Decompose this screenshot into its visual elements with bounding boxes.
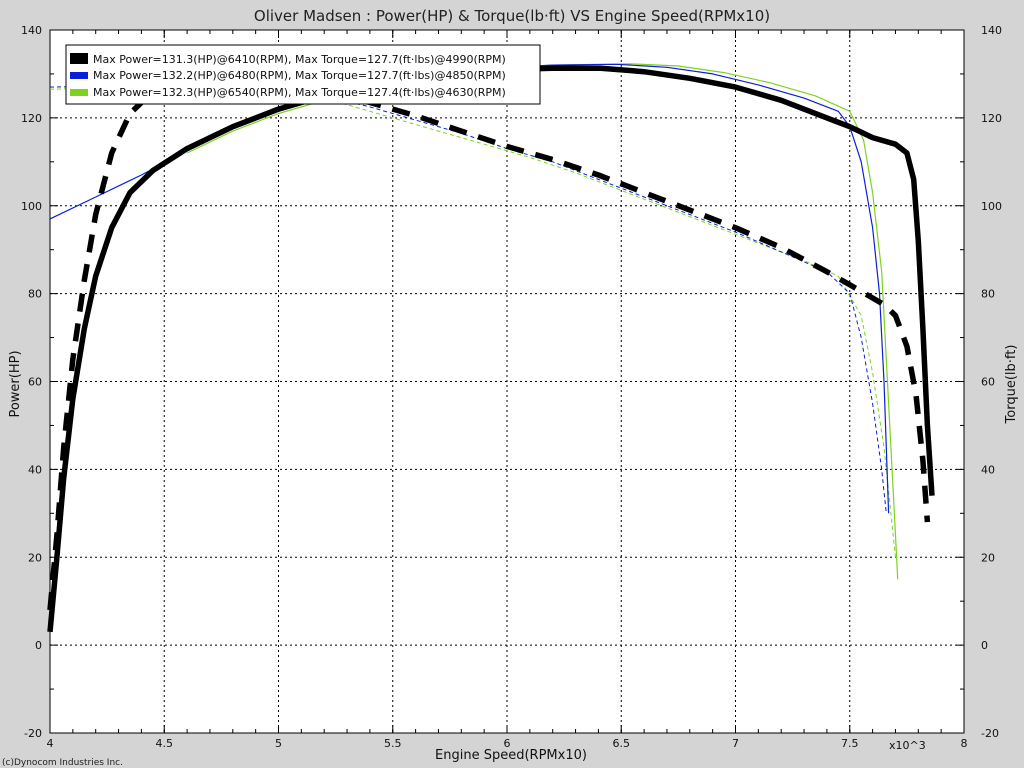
axis-ticks <box>49 29 965 734</box>
y-tick-label-right: 0 <box>981 639 988 652</box>
y-tick-label-right: 120 <box>981 112 1002 125</box>
y-tick-label-right: -20 <box>981 727 999 740</box>
chart-title: Oliver Madsen : Power(HP) & Torque(lb·ft… <box>254 7 770 25</box>
x-tick-label: 7 <box>732 737 739 750</box>
x-tick-label: 5.5 <box>384 737 402 750</box>
y-tick-label-left: 100 <box>21 200 42 213</box>
x-tick-label: 4 <box>47 737 54 750</box>
grid-lines <box>50 30 964 733</box>
x-tick-label: 6.5 <box>613 737 631 750</box>
y-tick-label-left: 60 <box>28 376 42 389</box>
series-3-torque-line <box>49 84 896 558</box>
y-tick-label-right: 80 <box>981 288 995 301</box>
y-axis-label-left: Power(HP) <box>8 350 23 417</box>
legend-box <box>65 44 541 105</box>
legend-swatch-1 <box>70 53 88 64</box>
y-tick-label-right: 100 <box>981 200 1002 213</box>
y-tick-label-left: -20 <box>24 727 42 740</box>
y-tick-label-left: 20 <box>28 551 42 564</box>
legend-swatch-2 <box>70 72 88 79</box>
tick-labels: 4 4.5 5 5.5 6 6.5 7 7.5 8 140 140 120 120 100 100 80 80 6… <box>21 24 1002 750</box>
x-tick-label: 6 <box>504 737 511 750</box>
legend-swatch-3 <box>70 89 88 96</box>
x-tick-label: 5 <box>275 737 282 750</box>
series-1-torque-line <box>47 81 931 611</box>
y-tick-label-left: 120 <box>21 112 42 125</box>
legend-entry-2: Max Power=132.2(HP)@6480(RPM), Max Torqu… <box>93 69 506 82</box>
y-tick-label-right: 20 <box>981 551 995 564</box>
y-tick-label-right: 60 <box>981 376 995 389</box>
x-tick-label: 7.5 <box>841 737 859 750</box>
y-tick-label-left: 40 <box>28 463 42 476</box>
x-tick-label: 4.5 <box>156 737 174 750</box>
x-tick-label: 8 <box>961 737 968 750</box>
y-tick-label-left: 80 <box>28 288 42 301</box>
y-tick-label-right: 140 <box>981 24 1002 37</box>
x-axis-label: Engine Speed(RPMx10) <box>435 748 587 763</box>
y-tick-label-left: 0 <box>35 639 42 652</box>
x-multiplier-label: x10^3 <box>889 739 926 752</box>
copyright-credit: (c)Dynocom Industries Inc. <box>2 758 123 768</box>
y-tick-label-right: 40 <box>981 463 995 476</box>
legend: Max Power=131.3(HP)@6410(RPM), Max Torqu… <box>65 44 541 105</box>
legend-entry-1: Max Power=131.3(HP)@6410(RPM), Max Torqu… <box>93 53 506 66</box>
y-axis-label-right: Torque(lb·ft) <box>1004 345 1019 425</box>
legend-entry-3: Max Power=132.3(HP)@6540(RPM), Max Torqu… <box>93 86 506 99</box>
y-tick-label-left: 140 <box>21 24 42 37</box>
